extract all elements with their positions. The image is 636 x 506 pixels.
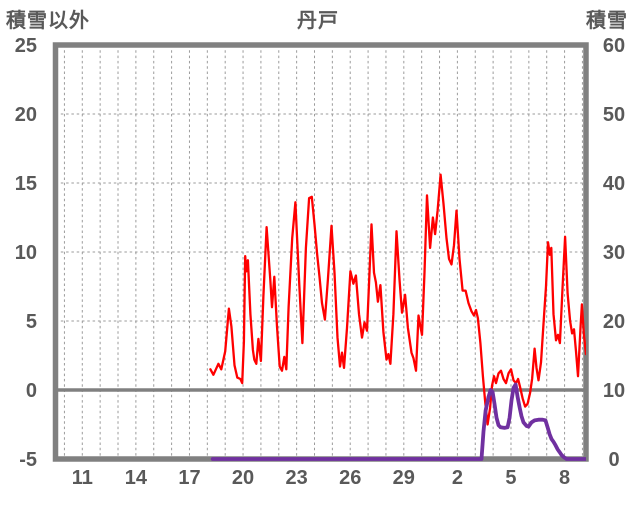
y-right-tick-label: 40	[603, 173, 625, 195]
x-tick-label: 23	[286, 467, 308, 489]
right-axis-title: 積雪	[586, 10, 628, 32]
x-tick-label: 11	[72, 467, 93, 489]
y-left-tick-label: 20	[15, 104, 37, 126]
y-left-tick-label: 15	[15, 173, 37, 195]
y-right-tick-label: 20	[603, 311, 625, 333]
y-left-tick-label: 5	[26, 311, 37, 333]
y-right-tick-label: 60	[603, 35, 625, 57]
y-right-tick-label: 50	[603, 104, 625, 126]
y-right-tick-label: 10	[603, 380, 625, 402]
x-tick-label: 2	[452, 467, 463, 489]
y-right-tick-label: 30	[603, 242, 625, 264]
y-left-tick-label: 0	[26, 380, 37, 402]
x-tick-label: 14	[125, 467, 148, 489]
x-tick-label: 5	[505, 467, 516, 489]
y-left-tick-label: -5	[19, 449, 37, 471]
left-axis-title: 積雪以外	[6, 10, 90, 32]
y-left-tick-label: 25	[15, 35, 37, 57]
y-left-tick-label: 10	[15, 242, 37, 264]
x-tick-label: 29	[393, 467, 415, 489]
chart-title: 丹戸	[297, 10, 339, 32]
x-tick-label: 8	[559, 467, 570, 489]
x-tick-label: 26	[339, 467, 361, 489]
temperature-line	[209, 173, 586, 426]
x-tick-label: 20	[232, 467, 254, 489]
x-tick-label: 17	[178, 467, 200, 489]
y-right-tick-label: 0	[608, 449, 619, 471]
snow-depth-line	[210, 382, 586, 461]
